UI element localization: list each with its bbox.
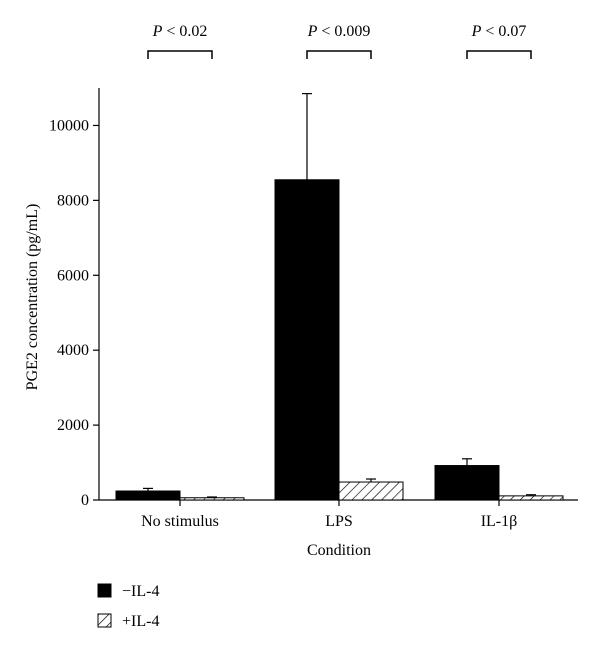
legend-swatch: [97, 613, 112, 628]
x-category-label: LPS: [325, 513, 353, 530]
bars: [115, 93, 564, 501]
bar-plus-il4-0: [179, 497, 245, 501]
p-value-text: < 0.07: [485, 23, 526, 40]
bar-minus-il4-1: [274, 179, 340, 501]
x-category-labels: No stimulus LPS IL-1β: [141, 500, 517, 530]
significance-bracket: [466, 50, 532, 59]
y-tick-label: 6000: [57, 267, 89, 284]
p-value-annotations: P < 0.02 P < 0.009 P < 0.07: [147, 23, 532, 59]
y-tick-label: 8000: [57, 192, 89, 209]
p-value-text: < 0.02: [166, 23, 207, 40]
x-category-label: IL-1β: [481, 513, 518, 530]
bar-plus-il4-2: [498, 495, 564, 501]
p-value-text: < 0.009: [321, 23, 370, 40]
y-axis-label: PGE2 concentration (pg/mL): [24, 204, 41, 391]
y-tick-label: 2000: [57, 417, 89, 434]
x-category-label: No stimulus: [141, 513, 219, 530]
p-symbol: P: [307, 23, 318, 40]
bar-plus-il4-1: [338, 481, 404, 501]
y-tick-label: 0: [81, 492, 89, 509]
significance-bracket: [306, 50, 372, 59]
legend-label: +IL-4: [122, 613, 159, 630]
y-tick-label: 4000: [57, 342, 89, 359]
y-tick-label: 10000: [49, 117, 89, 134]
p-value-label: P < 0.02: [152, 23, 208, 40]
significance-bracket: [147, 50, 213, 59]
x-axis-label: Condition: [307, 542, 371, 559]
legend: −IL-4 +IL-4: [97, 583, 159, 630]
legend-label: −IL-4: [122, 583, 159, 600]
p-value-label: P < 0.07: [471, 23, 527, 40]
y-ticks: 0 2000 4000 6000 8000 10000: [49, 117, 99, 509]
legend-swatch: [97, 583, 112, 598]
bar-minus-il4-0: [115, 490, 181, 501]
p-symbol: P: [471, 23, 482, 40]
p-symbol: P: [152, 23, 163, 40]
bar-minus-il4-2: [434, 465, 500, 501]
p-value-label: P < 0.009: [307, 23, 371, 40]
